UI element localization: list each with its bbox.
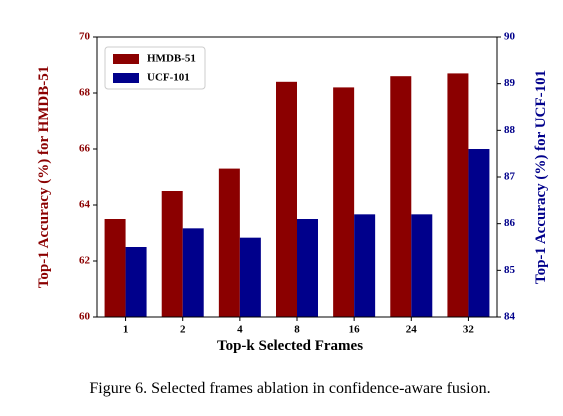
y-tick-label: 68: [79, 87, 91, 99]
bar: [125, 247, 147, 317]
bar: [276, 81, 297, 317]
y2-tick-label: 84: [504, 311, 516, 323]
bar: [239, 237, 261, 317]
y2-tick-label: 87: [504, 171, 516, 183]
y-tick-label: 66: [79, 143, 91, 155]
bar: [104, 219, 126, 317]
x-tick-label: 16: [349, 324, 361, 336]
legend-label: HMDB-51: [147, 53, 196, 65]
bar: [297, 219, 318, 317]
bar: [354, 214, 376, 317]
y-tick-label: 64: [79, 199, 91, 211]
bar: [218, 168, 240, 317]
x-tick-label: 2: [180, 324, 186, 336]
bar: [182, 228, 204, 317]
x-tick-label: 4: [237, 324, 243, 336]
caption: Figure 6. Selected frames ablation in co…: [89, 380, 490, 397]
x-tick-label: 24: [406, 324, 418, 336]
x-axis-label: Top-k Selected Frames: [217, 338, 363, 354]
plot-frame: [96, 36, 498, 318]
x-tick-label: 32: [463, 324, 475, 336]
bar: [390, 76, 412, 317]
legend-swatch: [113, 54, 139, 64]
y2-tick-label: 90: [504, 31, 516, 43]
y2-axis-label: Top-1 Accuracy (%) for UCF-101: [533, 70, 549, 284]
legend-swatch: [113, 73, 139, 83]
y-tick-label: 70: [79, 31, 91, 43]
y-tick-label: 62: [79, 255, 91, 267]
legend-label: UCF-101: [147, 72, 190, 84]
y2-tick-label: 85: [504, 264, 516, 276]
y-axis-label: Top-1 Accuracy (%) for HMDB-51: [36, 66, 52, 288]
x-tick-label: 1: [123, 324, 129, 336]
y2-tick-label: 89: [504, 77, 516, 89]
bar: [333, 87, 355, 318]
y2-tick-label: 88: [504, 124, 516, 136]
bar: [468, 149, 490, 317]
bar: [411, 214, 433, 317]
bar: [161, 191, 183, 317]
y-tick-label: 60: [79, 311, 91, 323]
x-tick-label: 8: [294, 324, 300, 336]
bar: [447, 73, 469, 318]
y2-tick-label: 86: [504, 217, 516, 229]
